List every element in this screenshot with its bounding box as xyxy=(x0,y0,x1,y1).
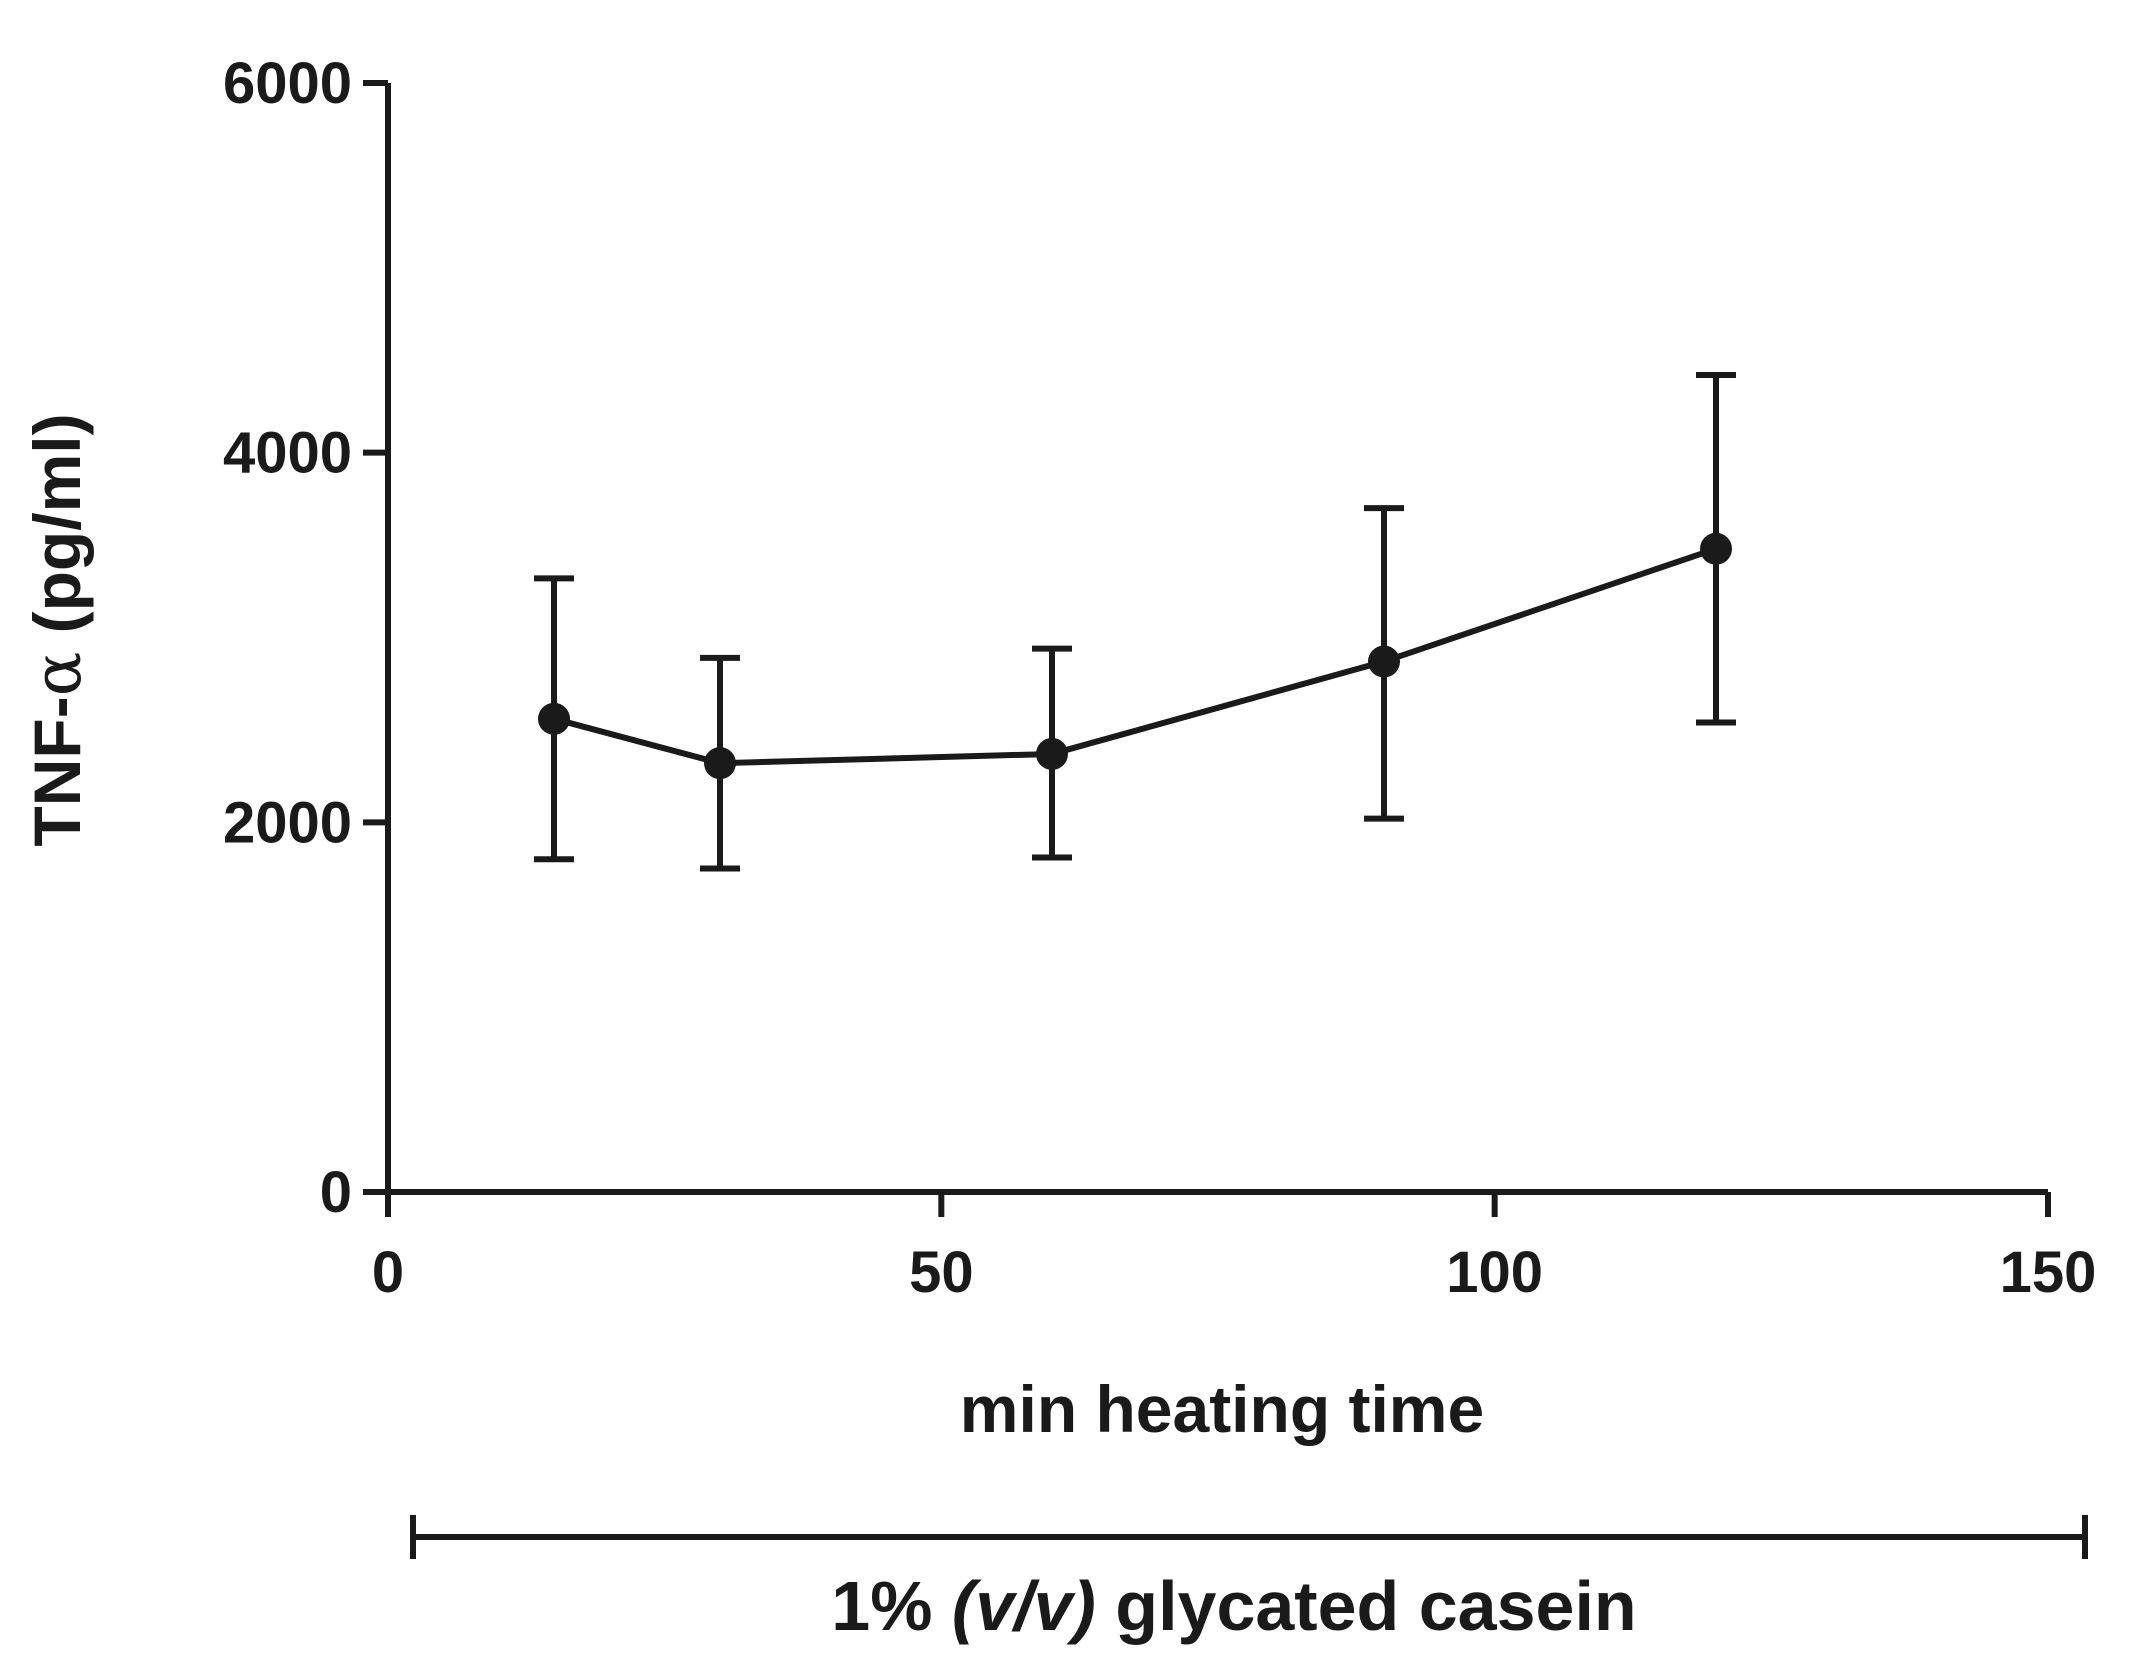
y-axis-title-unit: (pg/ml) xyxy=(20,413,94,651)
axes: 0 2000 4000 6000 0 50 100 150 xyxy=(223,51,2096,1305)
x-tick-label: 0 xyxy=(372,1240,404,1305)
y-axis-title-greek: α xyxy=(19,652,96,697)
group-bracket-label: 1% (v/v) glycated casein xyxy=(831,1567,1636,1645)
x-tick-label: 100 xyxy=(1446,1240,1543,1305)
x-tick-label: 50 xyxy=(909,1240,974,1305)
y-axis-title-main: TNF- xyxy=(20,696,94,846)
x-axis-title: min heating time xyxy=(960,1372,1484,1446)
data-point xyxy=(1036,737,1068,770)
y-tick-label: 0 xyxy=(320,1160,352,1225)
data-series xyxy=(534,372,1736,872)
y-ticks: 0 2000 4000 6000 xyxy=(223,51,388,1225)
x-tick-label: 150 xyxy=(2000,1240,2097,1305)
x-ticks: 0 50 100 150 xyxy=(372,1192,2097,1305)
y-tick-label: 2000 xyxy=(223,790,352,855)
y-tick-label: 4000 xyxy=(223,421,352,486)
data-point xyxy=(1368,645,1400,678)
group-bracket: 1% (v/v) glycated casein xyxy=(410,1515,2088,1645)
data-point xyxy=(538,702,570,735)
y-axis-title: TNF-α (pg/ml) xyxy=(19,413,96,846)
group-label-prefix: 1% xyxy=(831,1567,952,1645)
data-point xyxy=(704,747,736,780)
group-label-italic: (v/v) xyxy=(952,1567,1096,1645)
y-tick-label: 6000 xyxy=(223,51,352,116)
group-label-suffix: glycated casein xyxy=(1096,1567,1637,1645)
data-point xyxy=(1700,532,1732,565)
